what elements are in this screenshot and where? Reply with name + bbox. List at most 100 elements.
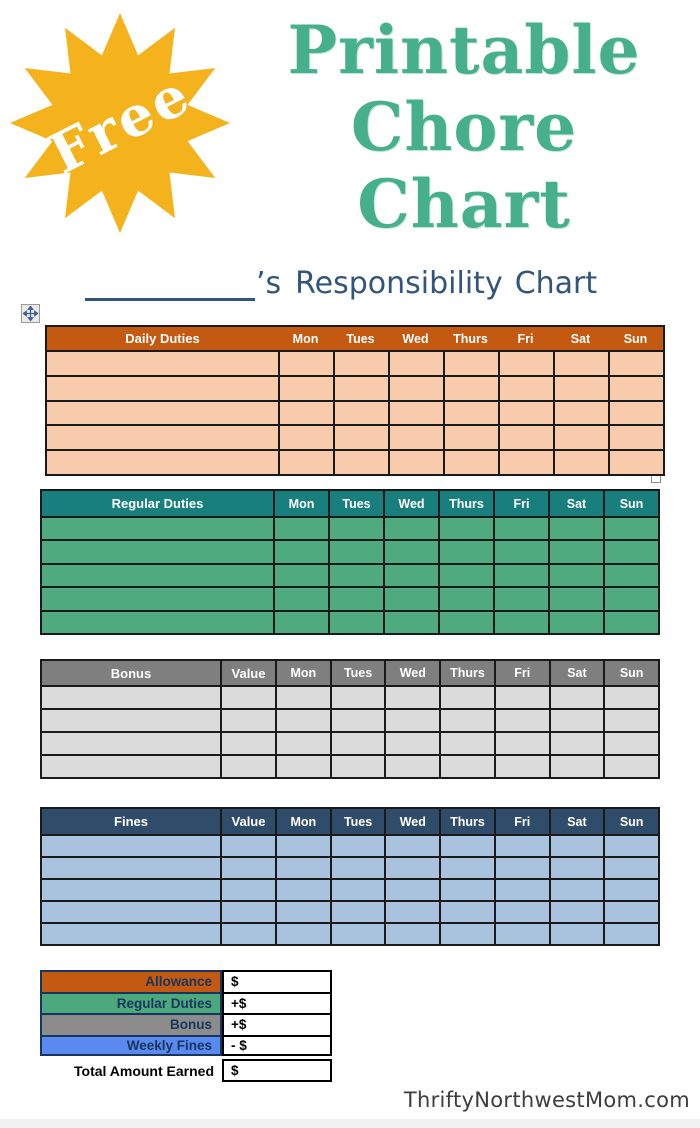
table-cell xyxy=(42,731,220,754)
table-cell xyxy=(273,562,328,587)
table-row xyxy=(42,562,658,587)
day-header-cell: Fri xyxy=(493,809,549,834)
table-cell xyxy=(493,708,549,731)
summary-row: Bonus +$ xyxy=(40,1013,332,1035)
day-header-cell: Fri xyxy=(517,331,534,346)
table-cell xyxy=(275,922,330,944)
day-header-cell: Mon xyxy=(273,491,328,516)
day-header-cell: Thurs xyxy=(438,491,493,516)
summary-row: Weekly Fines - $ xyxy=(40,1034,332,1056)
table-cell xyxy=(608,424,663,450)
table-cell xyxy=(443,449,498,474)
table-cell xyxy=(439,834,494,856)
table-cell xyxy=(439,708,494,731)
table-cell xyxy=(220,754,275,777)
table-cell xyxy=(388,350,443,375)
table-cell xyxy=(608,350,663,375)
table-cell xyxy=(275,708,330,731)
day-header-cell: Mon xyxy=(275,661,330,685)
table-cell xyxy=(329,856,385,878)
day-header-cell: Tues xyxy=(329,661,385,685)
day-header-cell: Wed xyxy=(383,491,438,516)
table-cell xyxy=(384,731,440,754)
day-header-cell: Tues xyxy=(346,331,375,346)
table-cell xyxy=(439,922,494,944)
summary-label: Weekly Fines xyxy=(40,1034,222,1056)
title-line-2: Chore xyxy=(350,88,578,166)
table-cell xyxy=(333,374,388,400)
day-header-cell: Sat xyxy=(570,331,591,346)
table-cell xyxy=(608,374,663,400)
table-cell xyxy=(220,900,275,922)
table-cell xyxy=(603,539,658,563)
table-header-row: Daily Duties Mon Tues Wed Thurs Fri Sat Sun xyxy=(47,327,663,350)
table-cell xyxy=(553,374,608,400)
table-title-cell: Bonus xyxy=(110,665,152,681)
table-cell xyxy=(548,856,604,878)
footer-strip xyxy=(0,1119,700,1128)
table-cell xyxy=(493,731,549,754)
day-header-cell: Sat xyxy=(548,809,604,834)
table-cell xyxy=(42,834,220,856)
table-cell xyxy=(42,708,220,731)
table-row xyxy=(47,424,663,450)
table-cell xyxy=(439,856,494,878)
table-row xyxy=(42,516,658,540)
table-cell xyxy=(333,424,388,450)
table-cell xyxy=(42,685,220,708)
table-cell xyxy=(328,562,383,587)
responsibility-heading: ’s Responsibility Chart xyxy=(85,262,597,301)
table-cell xyxy=(603,731,658,754)
table-row xyxy=(42,731,658,754)
table-cell xyxy=(278,374,333,400)
heading-word-chart: Chart xyxy=(514,266,598,301)
possessive-s: ’s xyxy=(256,266,282,301)
table-cell xyxy=(42,878,220,900)
table-cell xyxy=(603,834,658,856)
table-cell xyxy=(42,516,273,539)
table-title-cell: Regular Duties xyxy=(111,496,204,511)
table-cell xyxy=(439,731,494,754)
table-cell xyxy=(388,374,443,400)
table-cell xyxy=(493,754,549,777)
table-cell xyxy=(608,399,663,425)
table-cell xyxy=(603,708,658,731)
name-blank-line xyxy=(85,262,255,301)
table-cell xyxy=(220,856,275,878)
table-cell xyxy=(443,350,498,375)
table-cell xyxy=(603,609,658,633)
summary-value: - $ xyxy=(222,1034,332,1056)
table-cell xyxy=(42,562,273,586)
table-cell xyxy=(220,834,275,856)
table-cell xyxy=(548,586,603,610)
table-cell xyxy=(278,350,333,375)
table-cell xyxy=(384,834,440,856)
value-header-cell: Value xyxy=(220,809,275,834)
table-regular-duties: Regular Duties Mon Tues Wed Thurs Fri Sat Sun xyxy=(40,489,660,635)
watermark: ThriftyNorthwestMom.com xyxy=(403,1088,690,1112)
table-cell xyxy=(47,449,278,474)
day-header-cell: Tues xyxy=(329,809,385,834)
day-header-cell: Fri xyxy=(493,491,548,516)
table-cell xyxy=(275,731,330,754)
table-cell xyxy=(273,516,328,540)
table-header-row: Bonus Value Mon Tues Wed Thurs Fri Sat Sun xyxy=(42,661,658,685)
table-cell xyxy=(603,685,658,708)
summary-value: +$ xyxy=(222,991,332,1013)
move-handle[interactable] xyxy=(21,304,40,323)
table-row xyxy=(42,708,658,731)
table-cell xyxy=(548,731,604,754)
day-header-cell: Mon xyxy=(275,809,330,834)
table-cell xyxy=(439,685,494,708)
heading-word-responsibility: Responsibility xyxy=(295,266,503,301)
summary-label: Allowance xyxy=(40,970,222,992)
table-cell xyxy=(438,586,493,610)
table-cell xyxy=(42,900,220,922)
day-header-cell: Fri xyxy=(493,661,549,685)
table-cell xyxy=(384,878,440,900)
table-cell xyxy=(498,374,553,400)
table-cell xyxy=(275,878,330,900)
table-cell xyxy=(603,754,658,777)
table-cell xyxy=(439,878,494,900)
table-cell xyxy=(384,685,440,708)
